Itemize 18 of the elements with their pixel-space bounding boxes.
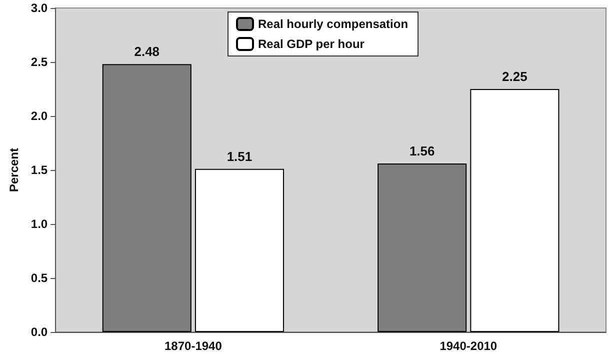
y-tick-label: 2.5 — [30, 55, 48, 69]
y-tick-label: 0.5 — [30, 271, 48, 285]
data-label: 2.48 — [134, 44, 160, 60]
x-tick-label: 1870-1940 — [164, 339, 222, 353]
y-tick-label: 3.0 — [30, 1, 48, 15]
data-label: 1.56 — [409, 144, 435, 159]
y-tick-label: 1.5 — [30, 163, 48, 177]
data-label: 1.51 — [226, 148, 252, 164]
y-tick-label: 2.0 — [30, 109, 48, 123]
y-tick-label: 0.0 — [30, 325, 48, 339]
y-tick-label: 1.0 — [30, 217, 48, 231]
data-label: 2.25 — [502, 69, 528, 84]
bar — [194, 168, 284, 332]
legend-label: Real hourly compensation — [258, 17, 408, 31]
bar — [470, 89, 560, 332]
y-axis-title: Percent — [7, 148, 21, 192]
legend-label: Real GDP per hour — [258, 37, 365, 51]
x-tick-label: 1940-2010 — [440, 339, 498, 353]
